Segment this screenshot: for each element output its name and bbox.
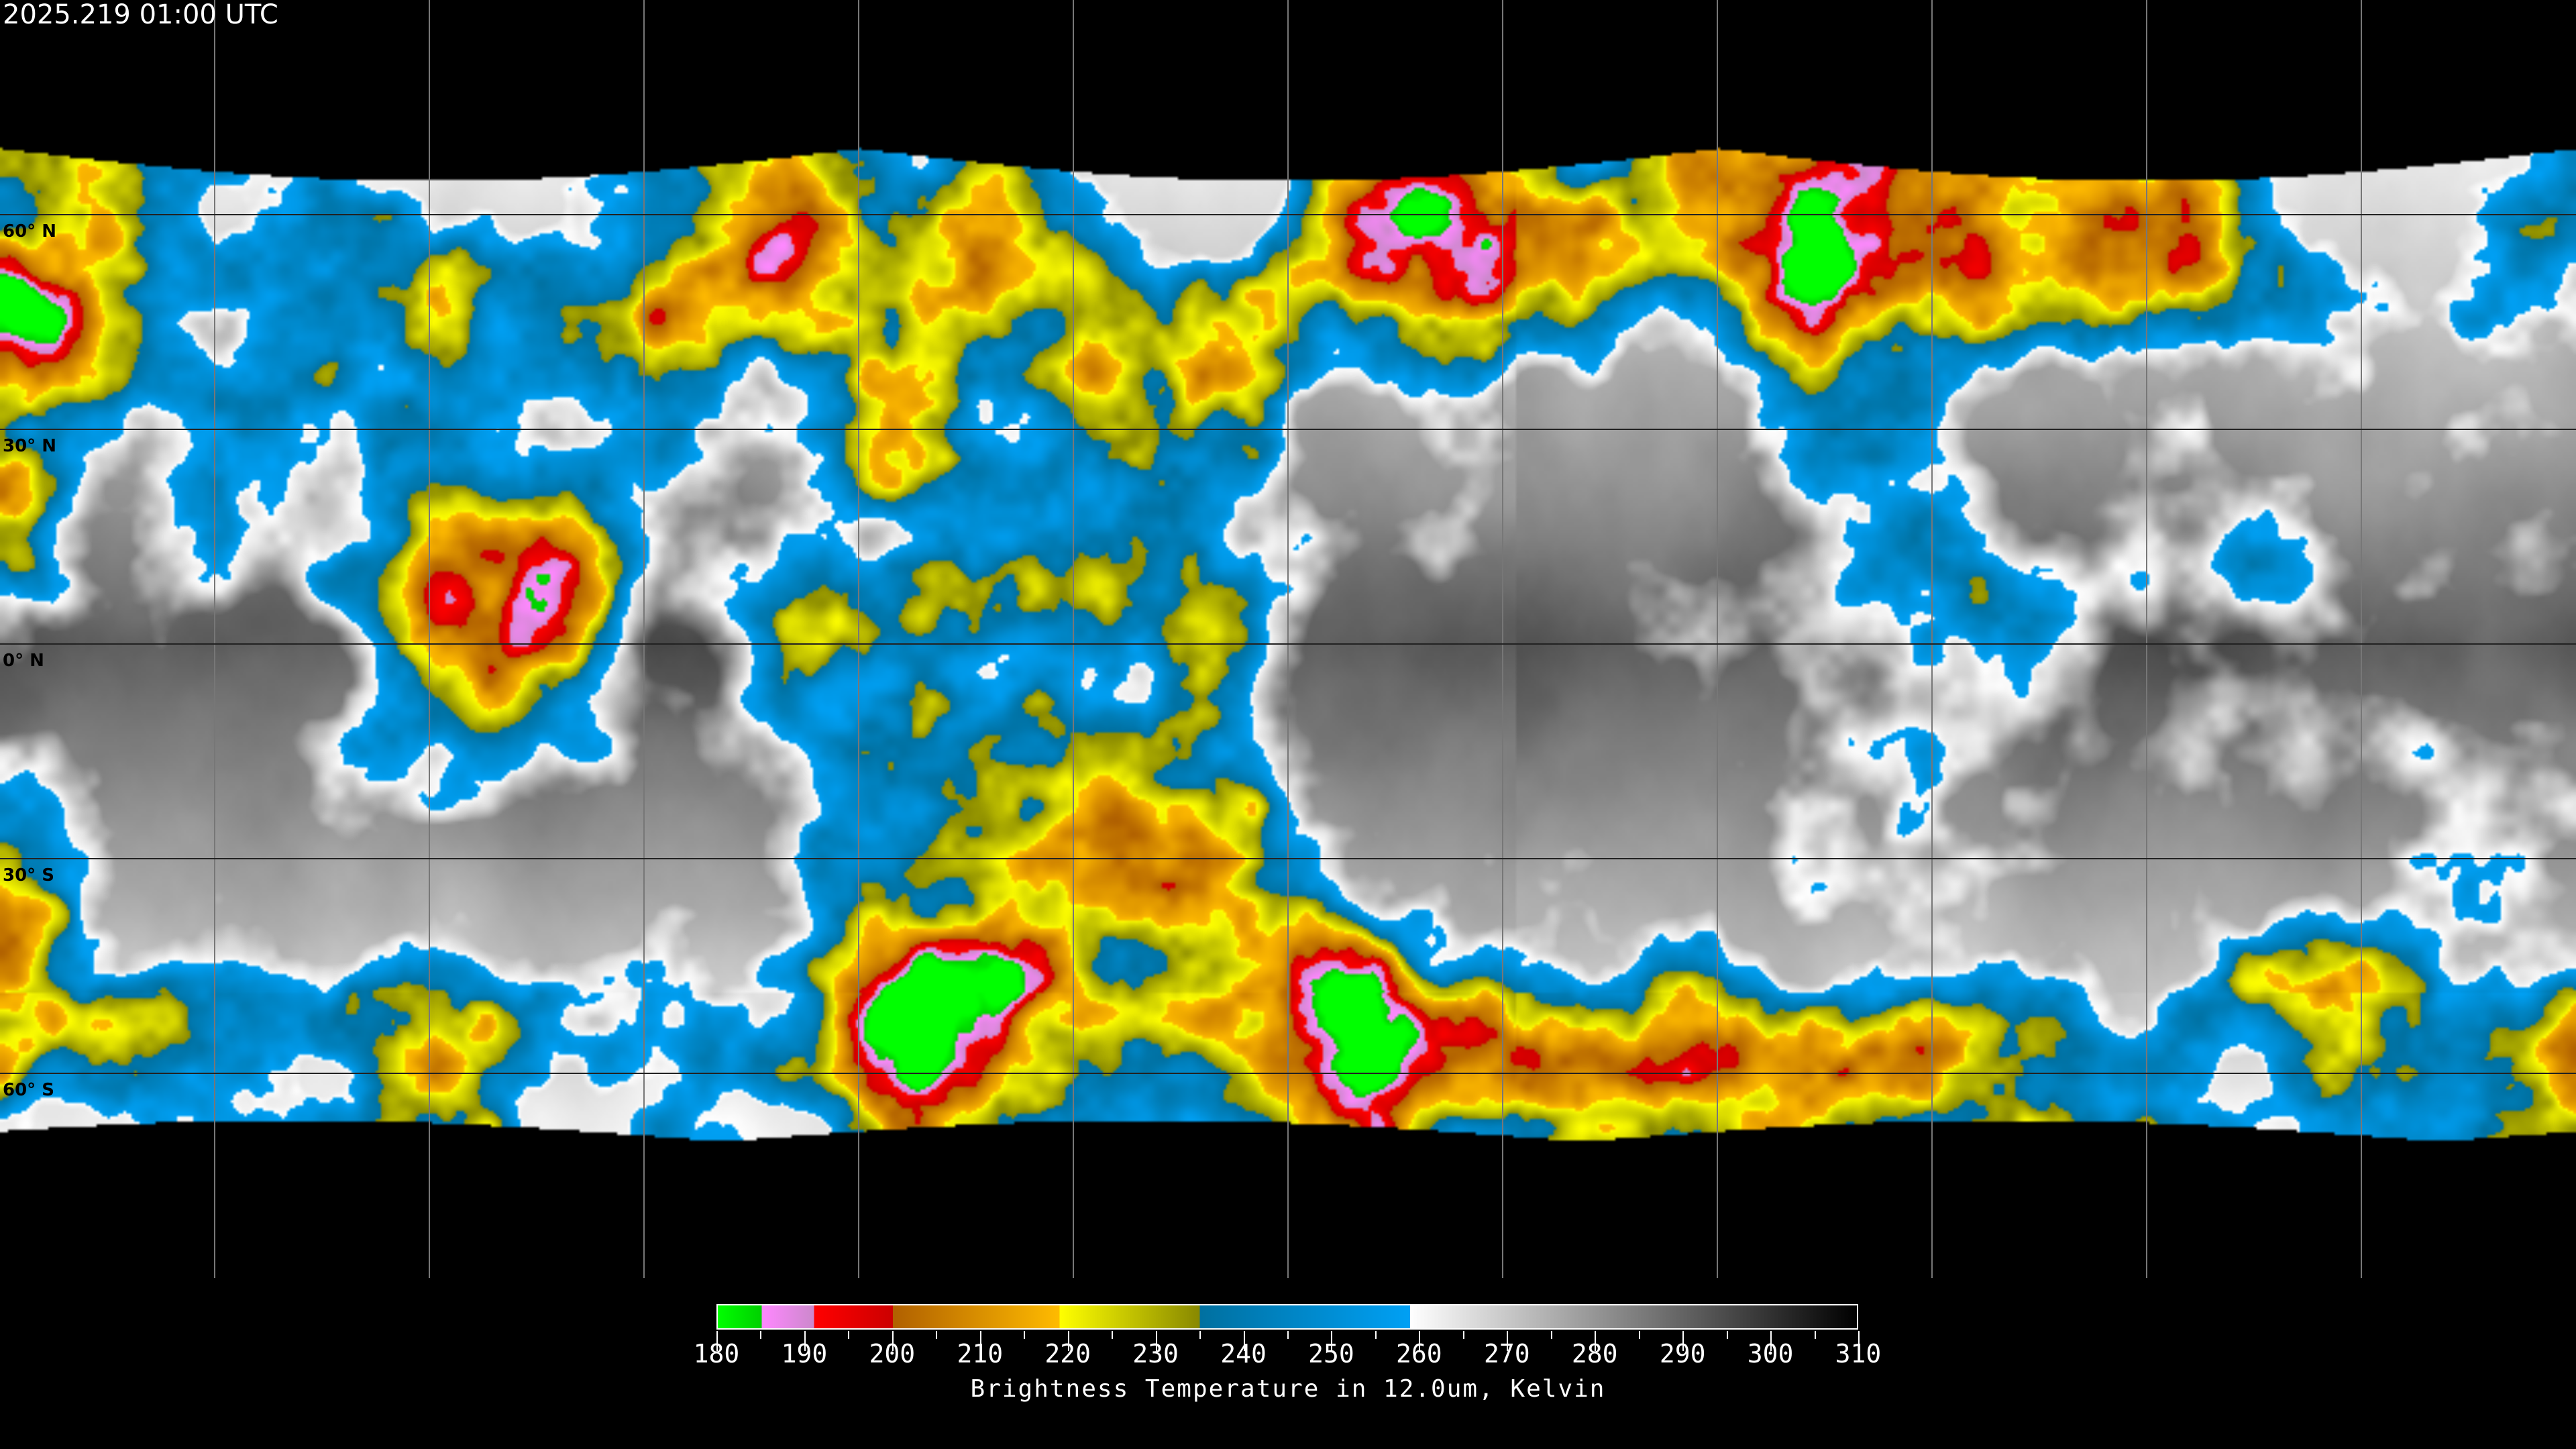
colorbar-tick xyxy=(1682,1331,1684,1351)
lat-label-60n: 60° N xyxy=(3,221,56,241)
colorbar-tick xyxy=(1419,1331,1421,1351)
lat-lon-grid xyxy=(0,0,2576,1278)
colorbar-tick xyxy=(1199,1331,1201,1339)
colorbar-title: Brightness Temperature in 12.0um, Kelvin xyxy=(970,1375,1606,1403)
colorbar-tick-label: 230 xyxy=(1132,1339,1179,1368)
colorbar-tick-label: 250 xyxy=(1308,1339,1354,1368)
colorbar-tick xyxy=(848,1331,850,1339)
colorbar-tick-label: 280 xyxy=(1571,1339,1618,1368)
colorbar-tick-label: 270 xyxy=(1483,1339,1530,1368)
colorbar-tick xyxy=(1550,1331,1552,1339)
colorbar-tick xyxy=(760,1331,762,1339)
colorbar-tick xyxy=(979,1331,981,1351)
timestamp-title: 2025.219 01:00 UTC xyxy=(3,0,278,30)
colorbar-tick xyxy=(892,1331,894,1351)
colorbar-tick xyxy=(1462,1331,1464,1339)
colorbar-tick xyxy=(1375,1331,1377,1339)
colorbar-tick xyxy=(1638,1331,1640,1339)
colorbar-tick-label: 200 xyxy=(869,1339,916,1368)
colorbar-tick xyxy=(1770,1331,1772,1351)
colorbar-tick-label: 220 xyxy=(1044,1339,1091,1368)
colorbar-tick-label: 240 xyxy=(1220,1339,1267,1368)
colorbar-tick-label: 310 xyxy=(1835,1339,1882,1368)
colorbar-tick xyxy=(716,1331,718,1351)
colorbar-tick xyxy=(1287,1331,1289,1339)
colorbar-tick-label: 300 xyxy=(1747,1339,1794,1368)
colorbar-tick xyxy=(936,1331,938,1339)
colorbar-tick xyxy=(1858,1331,1860,1351)
colorbar-tick xyxy=(1067,1331,1069,1351)
colorbar-tick xyxy=(1331,1331,1333,1351)
colorbar-tick-label: 190 xyxy=(781,1339,828,1368)
colorbar-tick xyxy=(804,1331,806,1351)
colorbar-tick-label: 260 xyxy=(1396,1339,1442,1368)
colorbar-tick-label: 180 xyxy=(693,1339,740,1368)
lat-label-30s: 30° S xyxy=(3,865,54,885)
colorbar-tick xyxy=(1814,1331,1816,1339)
colorbar-tick xyxy=(1507,1331,1509,1351)
colorbar-tick xyxy=(1155,1331,1157,1351)
colorbar xyxy=(716,1304,1858,1330)
colorbar-tick xyxy=(1024,1331,1026,1339)
lat-label-30n: 30° N xyxy=(3,436,56,456)
colorbar-tick xyxy=(1243,1331,1245,1351)
colorbar-tick xyxy=(1595,1331,1597,1351)
colorbar-tick-label: 210 xyxy=(957,1339,1004,1368)
colorbar-tick xyxy=(1726,1331,1728,1339)
colorbar-tick xyxy=(1112,1331,1114,1339)
lat-label-60s: 60° S xyxy=(3,1080,54,1100)
colorbar-tick-label: 290 xyxy=(1659,1339,1706,1368)
lat-label-0n: 0° N xyxy=(3,651,44,671)
